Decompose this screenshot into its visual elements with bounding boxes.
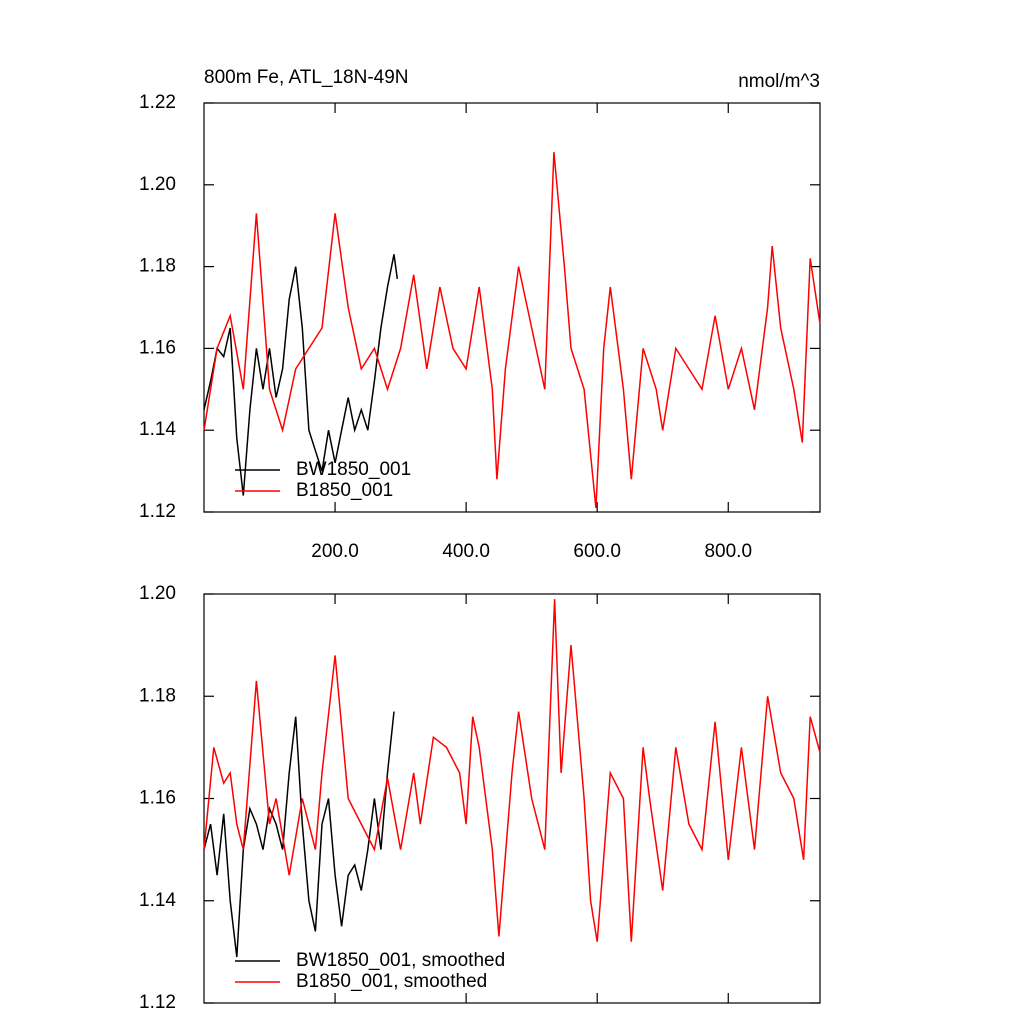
legend-label: B1850_001, smoothed bbox=[296, 971, 487, 992]
y-tick-label: 1.20 bbox=[139, 583, 176, 604]
y-tick-label: 1.12 bbox=[139, 992, 176, 1013]
chart-title: 800m Fe, ATL_18N-49N bbox=[204, 67, 409, 88]
legend-label: BW1850_001, smoothed bbox=[296, 950, 505, 971]
plot-frame bbox=[203, 593, 821, 1004]
y-tick-label: 1.14 bbox=[139, 419, 176, 440]
y-tick-label: 1.18 bbox=[139, 256, 176, 277]
legend-label: B1850_001 bbox=[296, 480, 393, 501]
data-line bbox=[203, 152, 821, 508]
y-tick-label: 1.12 bbox=[139, 501, 176, 522]
legend-label: BW1850_001 bbox=[296, 459, 411, 480]
plot-frame bbox=[203, 102, 821, 513]
data-line bbox=[203, 711, 395, 958]
x-tick-label: 600.0 bbox=[573, 541, 621, 562]
y-tick-label: 1.14 bbox=[139, 890, 176, 911]
data-line bbox=[203, 599, 821, 942]
y-tick-label: 1.16 bbox=[139, 788, 176, 809]
y-tick-label: 1.16 bbox=[139, 337, 176, 358]
x-tick-label: 400.0 bbox=[442, 541, 490, 562]
y-tick-label: 1.22 bbox=[139, 92, 176, 113]
data-line bbox=[203, 254, 399, 496]
y-tick-label: 1.18 bbox=[139, 685, 176, 706]
y-tick-label: 1.20 bbox=[139, 174, 176, 195]
x-tick-label: 200.0 bbox=[311, 541, 359, 562]
units-label: nmol/m^3 bbox=[738, 71, 820, 92]
x-tick-label: 800.0 bbox=[704, 541, 752, 562]
